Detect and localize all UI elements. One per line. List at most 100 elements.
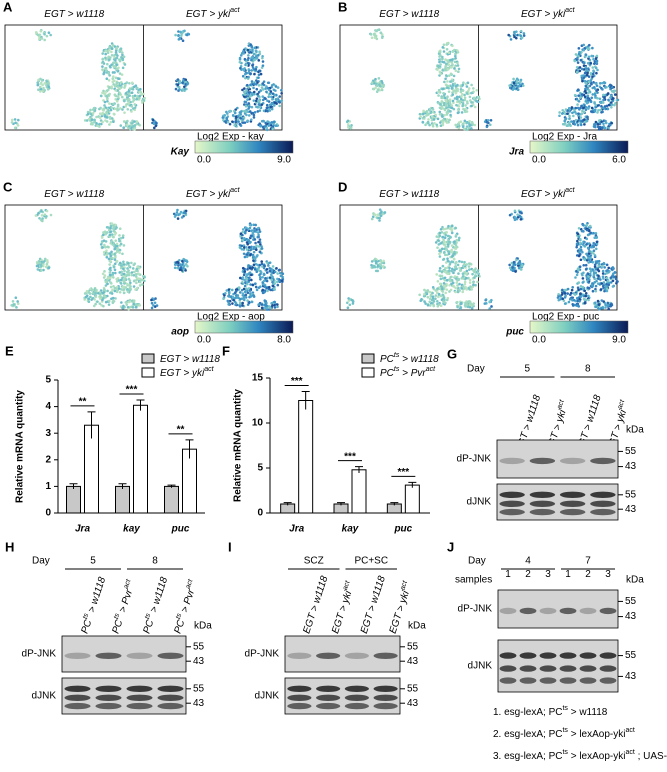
umap-cell (121, 108, 124, 111)
umap-cell (585, 238, 588, 241)
blot-band (500, 665, 517, 671)
umap-cell (131, 122, 134, 125)
group-label: 7 (585, 556, 591, 567)
legend-swatch (142, 354, 154, 363)
umap-cell (435, 273, 438, 276)
umap-cell (279, 272, 282, 275)
umap-cell (39, 30, 42, 33)
umap-cell (610, 281, 613, 284)
umap-cell (437, 239, 440, 242)
umap-cell (17, 119, 20, 122)
umap-cell (517, 88, 520, 91)
umap-cell (603, 290, 606, 293)
blot-band (530, 509, 555, 515)
umap-cell (15, 306, 18, 309)
marker-label: 43 (625, 671, 637, 682)
umap-cell (449, 114, 452, 117)
umap-cell (94, 292, 97, 295)
umap-cell (606, 302, 609, 305)
umap-cell (606, 269, 609, 272)
umap-cell (584, 72, 587, 75)
umap-cell (590, 72, 593, 75)
umap-cell (101, 91, 104, 94)
umap-cell (454, 69, 457, 72)
bar (299, 401, 313, 514)
umap-cell (443, 282, 446, 285)
umap-cell (106, 98, 109, 101)
umap-cell (121, 307, 124, 310)
colorbar (195, 321, 293, 333)
umap-cell (133, 128, 136, 131)
umap-cell (108, 46, 111, 49)
umap-cell (469, 302, 472, 305)
umap-cell (271, 304, 274, 307)
blot-band (316, 653, 340, 659)
umap-cell (592, 290, 595, 293)
umap-cell (577, 61, 580, 64)
umap-cell (575, 119, 578, 122)
umap-cell (600, 105, 603, 108)
y-tick-label: 15 (252, 373, 264, 384)
umap-cell (591, 75, 594, 78)
umap-cell (443, 258, 446, 261)
umap-cell (260, 73, 263, 76)
umap-cell (484, 302, 487, 305)
umap-cell (576, 98, 579, 101)
umap-cell (122, 126, 125, 129)
umap-cell (128, 288, 131, 291)
blot-band (590, 509, 615, 515)
umap-cell (280, 89, 283, 92)
blot-band (374, 703, 398, 709)
umap-cell (587, 299, 590, 302)
umap-cell (135, 275, 138, 278)
umap-cell (597, 268, 600, 271)
legend-swatch (362, 368, 374, 377)
umap-cell (606, 304, 609, 307)
umap-cell (607, 308, 610, 311)
umap-cell (604, 306, 607, 309)
umap-cell (558, 111, 561, 114)
umap-cell (101, 113, 104, 116)
kda-label: kDa (408, 621, 426, 632)
umap-cell (35, 214, 38, 217)
group-label: 5 (90, 556, 96, 567)
umap-cell (132, 303, 135, 306)
umap-cell (435, 123, 438, 126)
umap-cell (48, 86, 51, 89)
umap-cell (557, 299, 560, 302)
umap-cell (261, 82, 264, 85)
umap-cell (587, 62, 590, 65)
umap-cell (182, 39, 185, 42)
umap-cell (582, 241, 585, 244)
umap-cell (85, 296, 88, 299)
umap-cell (239, 305, 242, 308)
umap-cell (586, 229, 589, 232)
umap-title-part: EGT > w1118 (379, 189, 439, 200)
umap-cell (378, 77, 381, 80)
umap-cell (600, 288, 603, 291)
umap-cell (125, 98, 128, 101)
blot-band (345, 695, 369, 701)
umap-cell (589, 257, 592, 260)
legend-label: EGT > ykiact (160, 366, 215, 379)
umap-cell (259, 278, 262, 281)
umap-cell (600, 120, 603, 123)
umap-cell (578, 255, 581, 258)
umap-cell (375, 270, 378, 273)
blot-band (560, 501, 585, 507)
y-tick-label: 3 (45, 428, 51, 439)
legend-label: PCts > Pvract (380, 366, 436, 379)
umap-cell (457, 111, 460, 114)
umap-cell (452, 282, 455, 285)
umap-cell (100, 243, 103, 246)
umap-cell (451, 87, 454, 90)
panel-letter: D (338, 179, 347, 194)
umap-cell (439, 255, 442, 258)
umap-cell (41, 84, 44, 87)
umap-cell (239, 58, 242, 61)
y-tick-label: 5 (45, 375, 51, 386)
umap-cell (490, 299, 493, 302)
umap-cell (379, 212, 382, 215)
blot-band (64, 686, 90, 692)
umap-cell (177, 264, 180, 267)
